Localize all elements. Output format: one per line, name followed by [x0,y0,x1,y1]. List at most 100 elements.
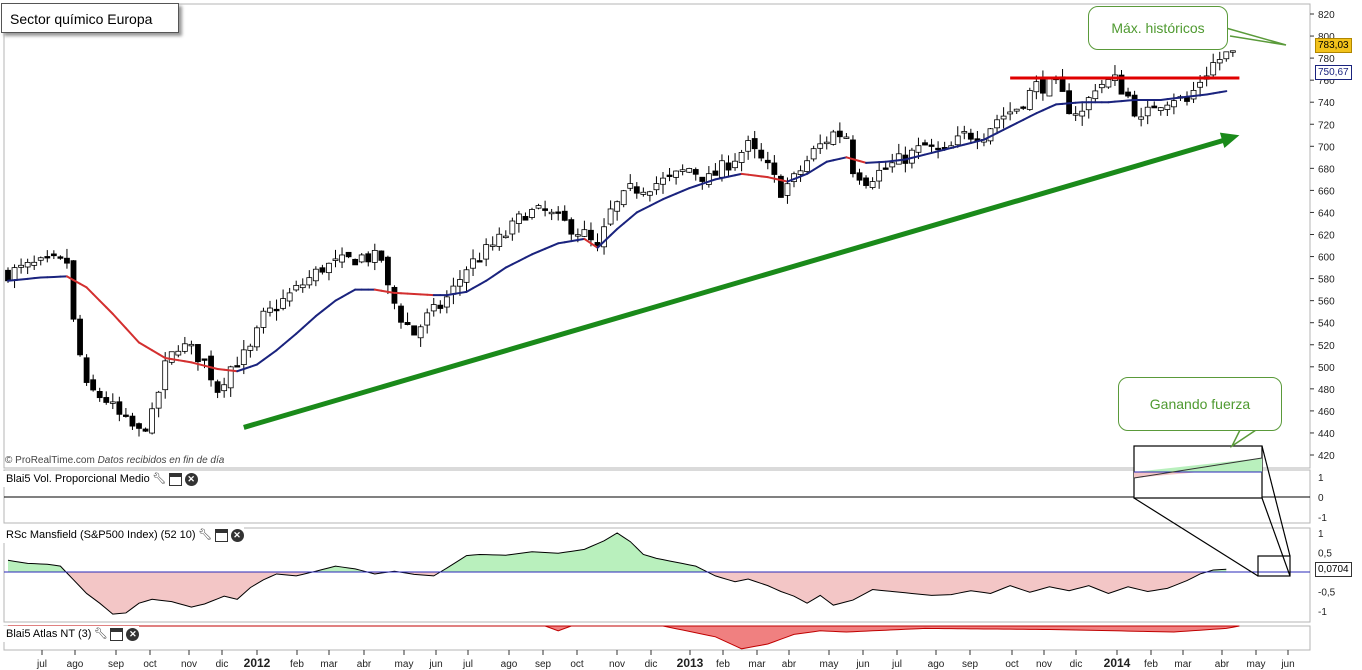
x-tick-label: 2012 [244,656,271,670]
candle-up [640,191,647,195]
mansfield-panel-header: RSc Mansfield (S&P500 Index) (52 10) 🔧︎ … [2,527,244,543]
x-tick-label: jul [36,659,47,670]
candle-up [299,284,306,289]
max-historicos-callout: Máx. históricos [1088,6,1228,50]
candle-down [64,257,70,264]
candle-down [352,258,359,266]
candle-down [1125,91,1131,97]
candle-up [1157,107,1164,111]
moving-average-segment [269,349,278,357]
moving-average-segment [583,237,592,245]
moving-average-segment [544,245,553,250]
candle-up [1105,79,1112,88]
moving-average-segment [517,256,527,262]
candle-up [253,327,260,348]
window-icon[interactable] [168,472,182,486]
wrench-icon[interactable]: 🔧︎ [198,529,213,541]
close-icon[interactable]: ✕ [126,627,140,641]
candle-up [430,304,437,312]
moving-average-segment [282,338,291,346]
candle-down [378,250,385,261]
candle-down [771,162,778,175]
candle-up [1216,59,1223,64]
candle-up [627,183,634,189]
candle-up [732,160,738,169]
moving-average-segment [622,216,632,225]
volume-panel-title: Blai5 Vol. Proporcional Medio [6,473,150,485]
x-tick-label: may [395,659,414,670]
moving-average-segment [1074,101,1084,104]
rsc-positive-area [8,533,1227,572]
wrench-icon[interactable]: 🔧︎ [93,628,108,640]
zoom-inset-negative [1134,472,1200,478]
zoom-connector [1133,497,1259,577]
price-y-label: 540 [1318,319,1335,330]
price-y-label: 480 [1318,385,1335,396]
last-price-tag: 783,03 [1315,38,1352,53]
candle-up [1079,110,1086,117]
moving-average-segment [563,240,573,244]
x-tick-label: 2014 [1104,656,1131,670]
candle-down [836,130,843,138]
candle-up [417,326,424,339]
x-tick-label: sep [962,659,979,670]
close-icon[interactable]: ✕ [230,528,244,542]
candle-down [928,144,935,147]
moving-average-segment [164,356,173,361]
moving-average-segment [111,312,121,323]
moving-average-segment [727,174,737,178]
wrench-icon[interactable]: 🔧︎ [152,473,167,485]
candle-up [1007,111,1014,115]
moving-average-segment [26,277,36,280]
candle-up [358,254,365,263]
close-icon[interactable]: ✕ [184,472,198,486]
candle-up [673,170,679,178]
candle-up [339,254,345,263]
candle-down [967,132,974,140]
x-tick-label: mar [748,659,766,670]
price-y-label: 580 [1318,275,1335,286]
candle-up [1197,81,1203,88]
moving-average-segment [1179,95,1188,99]
moving-average-segment [1199,93,1208,97]
x-tick-label: nov [609,659,625,670]
candle-up [312,268,319,282]
rsc-y-label: -1 [1318,607,1327,618]
moving-average-segment [85,286,95,296]
x-tick-label: jul [462,659,473,670]
moving-average-segment [537,247,547,253]
moving-average-segment [321,304,330,312]
moving-average-segment [1120,99,1130,103]
credit-note: Datos recibidos en fin de día [97,455,225,466]
candle-up [705,173,712,185]
x-tick-label: 2013 [677,656,704,670]
moving-average-segment [662,195,671,201]
moving-average-segment [177,359,186,363]
candle-up [1190,89,1197,100]
candle-down [129,415,136,427]
candle-up [738,152,745,163]
candle-up [1000,115,1007,120]
moving-average-segment [694,182,704,187]
window-icon[interactable] [214,528,228,542]
x-tick-label: may [820,659,839,670]
candle-up [247,345,254,351]
candle-up [679,169,686,172]
moving-average-segment [1113,100,1123,103]
x-tick-label: ago [67,659,84,670]
zoom-connector [1261,445,1291,557]
moving-average-segment [1009,122,1018,128]
candle-up [889,162,896,168]
volume-y-label: 1 [1318,473,1324,484]
moving-average-segment [635,208,645,214]
x-tick-label: feb [716,659,730,670]
atlas-panel-header: Blai5 Atlas NT (3) 🔧︎ ✕ [2,626,140,642]
moving-average-segment [105,306,114,315]
candle-up [37,257,44,261]
moving-average-segment [308,315,317,323]
window-icon[interactable] [110,627,124,641]
candle-down [384,256,391,286]
moving-average-segment [589,242,599,249]
candle-up [424,312,431,326]
